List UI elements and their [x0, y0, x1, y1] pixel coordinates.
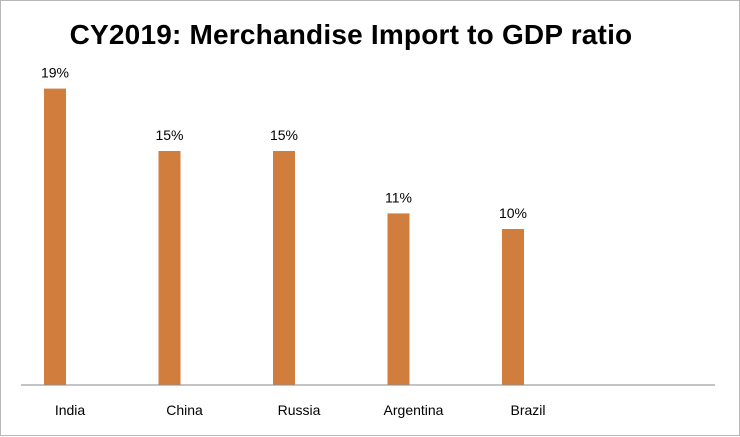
- category-label-argentina: Argentina: [384, 402, 444, 418]
- category-label-india: India: [55, 402, 86, 418]
- value-label-russia: 15%: [270, 127, 298, 143]
- value-label-argentina: 11%: [385, 189, 412, 205]
- chart-title: CY2019: Merchandise Import to GDP ratio: [69, 19, 633, 50]
- bar-brazil: [502, 229, 524, 385]
- category-label-russia: Russia: [278, 402, 321, 418]
- bars-layer: [44, 88, 524, 385]
- value-label-india: 19%: [41, 65, 69, 81]
- bar-china: [158, 151, 181, 385]
- labels-layer: 19% India 15% China 15% Russia 11% Argentina 10%…: [41, 65, 546, 418]
- value-label-brazil: 10%: [499, 205, 527, 221]
- category-label-brazil: Brazil: [510, 402, 545, 418]
- value-label-china: 15%: [155, 127, 183, 143]
- bar-argentina: [387, 213, 410, 385]
- bar-russia: [273, 151, 295, 385]
- category-label-china: China: [166, 402, 203, 418]
- bar-india: [44, 88, 66, 385]
